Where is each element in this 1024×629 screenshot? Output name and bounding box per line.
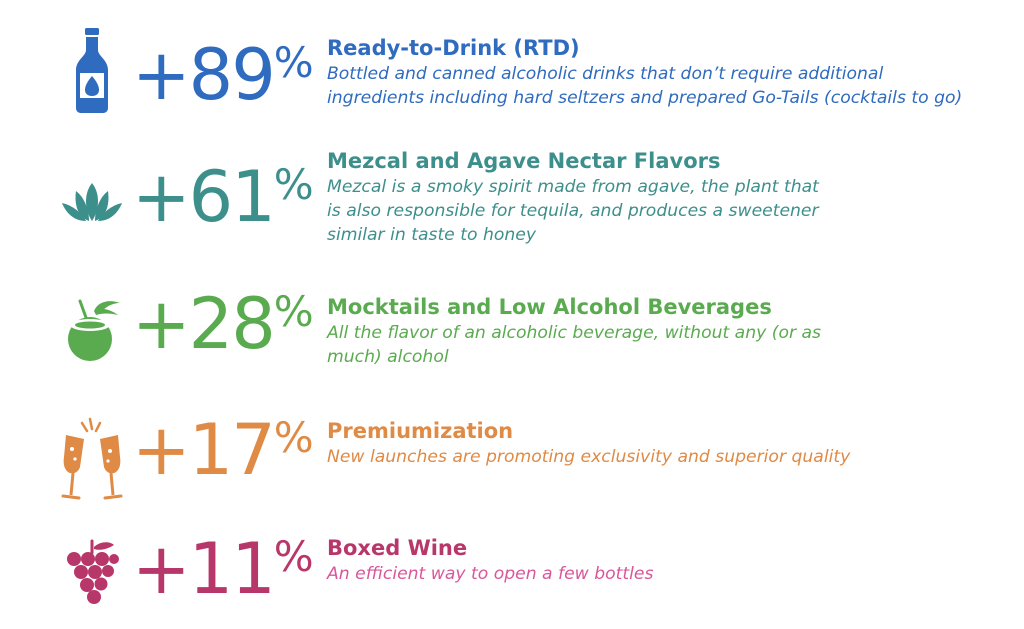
- mocktails-description: All the flavor of an alcoholic beverage,…: [327, 323, 821, 367]
- mezcal-description: Mezcal is a smoky spirit made from agave…: [327, 177, 819, 245]
- premiumization-percent-value: +17: [132, 409, 276, 491]
- boxed-wine-percent: +11%: [132, 534, 314, 624]
- mocktails-text: Mocktails and Low Alcohol Beverages All …: [327, 293, 1007, 369]
- mezcal-title: Mezcal and Agave Nectar Flavors: [327, 149, 721, 173]
- rtd-text: Ready-to-Drink (RTD) Bottled and canned …: [327, 34, 1007, 110]
- boxed-wine-description: An efficient way to open a few bottles: [327, 564, 654, 584]
- mezcal-percent-sign: %: [273, 160, 314, 209]
- rtd-percent: +89%: [132, 40, 314, 130]
- rtd-description: Bottled and canned alcoholic drinks that…: [327, 64, 963, 108]
- boxed-wine-percent-value: +11: [132, 528, 276, 610]
- boxed-wine-title: Boxed Wine: [327, 536, 468, 560]
- mocktails-title: Mocktails and Low Alcohol Beverages: [327, 295, 772, 319]
- boxed-wine-text: Boxed Wine An efficient way to open a fe…: [327, 534, 1007, 586]
- premiumization-percent-sign: %: [273, 413, 314, 462]
- coconut-drink-icon: [56, 296, 128, 364]
- champagne-toast-icon: [56, 414, 128, 504]
- boxed-wine-percent-sign: %: [273, 532, 314, 581]
- mocktails-percent: +28%: [132, 289, 314, 379]
- rtd-percent-sign: %: [273, 38, 314, 87]
- agave-icon: [56, 180, 128, 224]
- rtd-title: Ready-to-Drink (RTD): [327, 36, 580, 60]
- bottle-icon: [56, 26, 128, 114]
- mocktails-percent-sign: %: [273, 287, 314, 336]
- mocktails-percent-value: +28: [132, 283, 276, 365]
- grapes-icon: [56, 538, 128, 608]
- premiumization-description: New launches are promoting exclusivity a…: [327, 447, 851, 467]
- mezcal-percent-value: +61: [132, 156, 276, 238]
- mezcal-text: Mezcal and Agave Nectar Flavors Mezcal i…: [327, 147, 1007, 247]
- premiumization-percent: +17%: [132, 415, 314, 505]
- premiumization-title: Premiumization: [327, 419, 514, 443]
- premiumization-text: Premiumization New launches are promotin…: [327, 417, 1007, 469]
- rtd-percent-value: +89: [132, 34, 276, 116]
- mezcal-percent: +61%: [132, 162, 314, 252]
